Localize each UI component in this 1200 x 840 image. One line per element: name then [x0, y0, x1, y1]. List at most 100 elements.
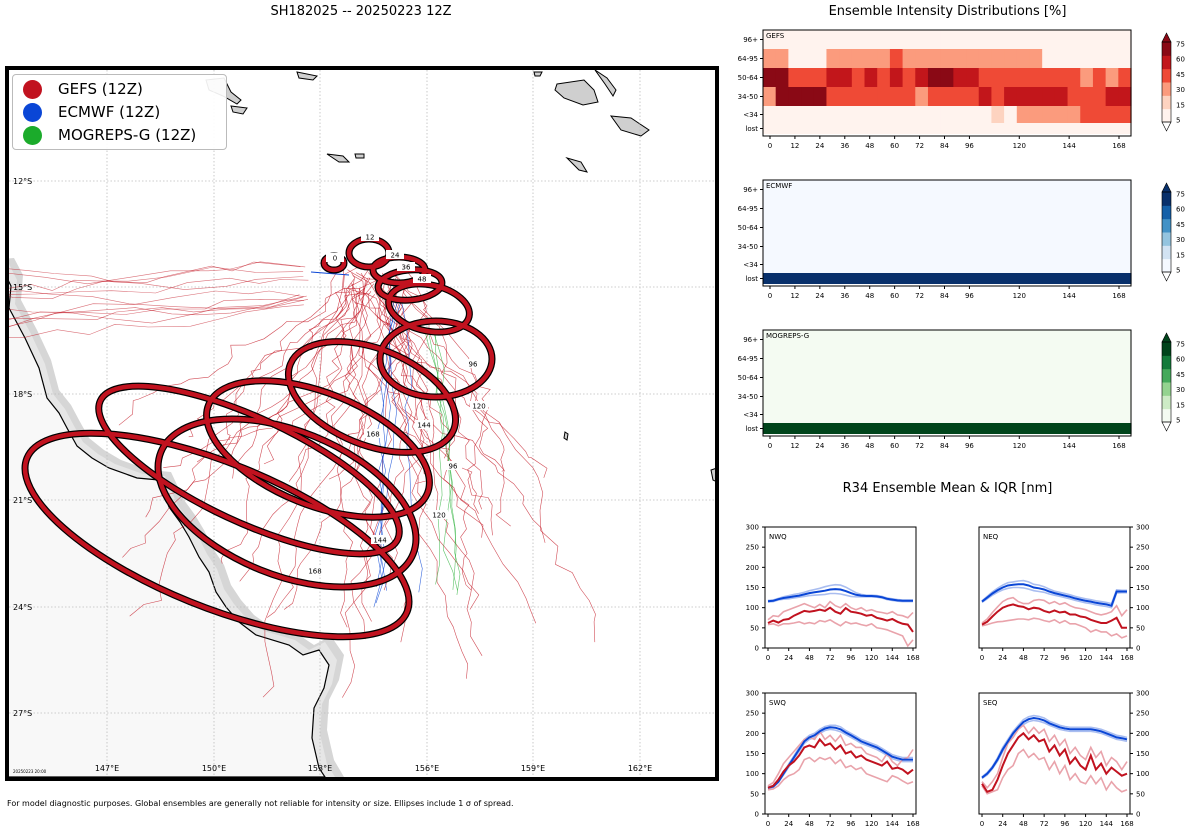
heat-cell [775, 68, 789, 87]
gefs-track [283, 292, 402, 610]
heat-cell [902, 87, 916, 106]
ellipse-label-bg [444, 461, 462, 470]
heat-cell [1118, 349, 1132, 368]
heat-cell [877, 237, 891, 256]
heat-cell [915, 256, 929, 273]
colorbar-label: 30 [1176, 236, 1185, 244]
heat-cell [1054, 180, 1069, 199]
ellipse-label: 168 [308, 568, 321, 576]
heat-cell [813, 237, 828, 256]
heat-cell [775, 387, 789, 406]
heat-x-label: 0 [768, 442, 772, 450]
heat-cell [839, 218, 853, 237]
heat-row-label: 34-50 [738, 93, 758, 101]
heat-cell [839, 406, 853, 423]
heat-cell [801, 87, 815, 106]
heat-cell [1105, 368, 1119, 387]
heat-cell [966, 330, 980, 349]
r34-x-label: 0 [766, 654, 770, 662]
heat-x-label: 24 [815, 142, 824, 150]
ellipse-label-bg [326, 253, 344, 262]
gefs-track [118, 270, 394, 426]
colorbar-segment [1162, 218, 1171, 233]
heat-cell [763, 106, 777, 123]
heat-cell [1004, 199, 1018, 218]
r34-y-label: 100 [746, 604, 759, 612]
heat-cell [1067, 273, 1081, 284]
r34-x-label: 48 [805, 654, 814, 662]
heat-cell [978, 330, 993, 349]
heat-cell [1042, 368, 1056, 387]
heat-cell [775, 87, 789, 106]
ellipse-label-bg [361, 232, 379, 241]
heat-cell [877, 406, 891, 423]
heat-cell [851, 330, 866, 349]
lat-label: 18°S [13, 390, 32, 399]
heat-x-label: 168 [1112, 442, 1125, 450]
colorbar-segment [1162, 245, 1171, 260]
heat-x-label: 72 [915, 142, 924, 150]
heat-cell [966, 256, 980, 273]
heat-cell [763, 330, 777, 349]
heat-cell [1092, 368, 1107, 387]
heat-cell [826, 49, 840, 68]
heat-cell [927, 273, 942, 284]
heat-cell [788, 49, 802, 68]
heat-cell [1029, 30, 1043, 49]
colorbar-label: 15 [1176, 401, 1185, 409]
mogreps-track [424, 329, 458, 591]
lon-label: 153°E [308, 764, 332, 773]
heat-cell [826, 123, 840, 134]
heat-cell [1042, 330, 1056, 349]
ecmwf-iqr-line [981, 714, 1128, 778]
heat-cell [1029, 423, 1043, 434]
r34-title: R34 Ensemble Mean & IQR [nm] [842, 481, 1053, 496]
heat-cell [915, 123, 929, 134]
heat-cell [902, 49, 916, 68]
heat-cell [788, 273, 802, 284]
heat-cell [1016, 218, 1031, 237]
r34-y-label: 50 [1136, 790, 1145, 798]
heat-cell [788, 368, 802, 387]
colorbar-segment [1162, 232, 1171, 246]
heat-cell [1067, 123, 1081, 134]
heat-cell [801, 423, 815, 434]
ellipse-label: 36 [402, 264, 411, 272]
footnote: For model diagnostic purposes. Global en… [7, 799, 514, 808]
gefs-iqr-line [767, 756, 914, 791]
colorbar-label: 75 [1176, 191, 1185, 199]
heat-cell [915, 180, 929, 199]
heat-cell [1042, 180, 1056, 199]
colorbar-segment [1162, 82, 1171, 96]
heat-cell [889, 273, 904, 284]
heat-cell [966, 423, 980, 434]
gefs-iqr-line [981, 724, 1128, 790]
heat-cell [1042, 106, 1056, 123]
heat-cell [889, 199, 904, 218]
gefs-track [355, 288, 456, 459]
gefs-marker-icon [23, 79, 42, 99]
heat-x-label: 60 [890, 442, 899, 450]
heat-cell [953, 237, 967, 256]
heat-x-label: 72 [915, 292, 924, 300]
heat-cell [966, 237, 980, 256]
heat-cell [1067, 330, 1081, 349]
heat-cell [940, 256, 954, 273]
heat-cell [889, 423, 904, 434]
heat-cell [953, 49, 967, 68]
heat-cell [902, 368, 916, 387]
heat-cell [763, 273, 777, 284]
heat-x-label: 144 [1062, 142, 1076, 150]
heat-cell [1118, 273, 1132, 284]
heat-cell [889, 330, 904, 349]
heat-cell [991, 423, 1005, 434]
heat-cell [1016, 423, 1031, 434]
heat-cell [1029, 387, 1043, 406]
colorbar-bottom-cap [1161, 121, 1172, 132]
heat-cell [1105, 218, 1119, 237]
heat-cell [940, 387, 954, 406]
heat-cell [826, 406, 840, 423]
heat-cell [940, 199, 954, 218]
heat-cell [966, 218, 980, 237]
heat-cell [1016, 387, 1031, 406]
